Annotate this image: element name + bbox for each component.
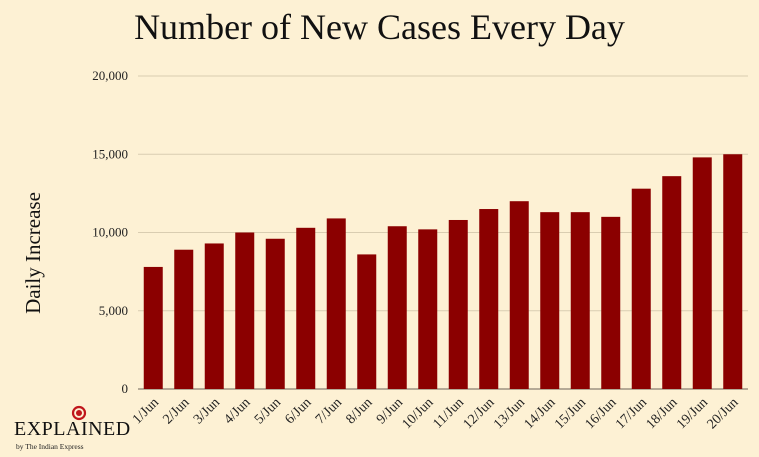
x-tick-label: 7/Jun [313, 395, 345, 427]
chart-title: Number of New Cases Every Day [134, 7, 625, 47]
x-tick-label: 4/Jun [222, 395, 254, 427]
bar [479, 209, 499, 389]
logo-word: EXPLAINED [14, 418, 131, 440]
bar [296, 227, 316, 389]
x-tick-label: 14/Jun [522, 395, 559, 432]
bar [143, 266, 163, 389]
bar [265, 238, 285, 389]
y-tick-label: 20,000 [92, 68, 128, 83]
bar [723, 154, 743, 389]
bar [692, 157, 712, 389]
bar [326, 218, 346, 389]
bar [174, 249, 194, 389]
x-tick-label: 3/Jun [191, 395, 223, 427]
y-tick-label: 0 [122, 381, 129, 396]
bars [143, 154, 743, 389]
bar [204, 243, 224, 389]
logo-subtitle: by The Indian Express [16, 442, 84, 451]
x-tick-label: 13/Jun [491, 395, 528, 432]
bar [418, 229, 438, 389]
x-tick-label: 16/Jun [583, 395, 620, 432]
x-tick-label: 8/Jun [344, 395, 376, 427]
bar [448, 219, 468, 389]
x-tick-label: 18/Jun [644, 395, 681, 432]
bar [357, 254, 377, 389]
bar [662, 176, 682, 389]
x-tick-label: 2/Jun [161, 395, 193, 427]
y-tick-label: 10,000 [92, 225, 128, 240]
bar [631, 188, 651, 389]
x-tick-label: 11/Jun [430, 395, 467, 432]
y-axis-ticks: 0 5,000 10,000 15,000 20,000 [92, 68, 128, 396]
bar [509, 201, 529, 389]
x-tick-label: 6/Jun [283, 395, 315, 427]
x-tick-label: 15/Jun [552, 395, 589, 432]
x-tick-label: 17/Jun [613, 395, 650, 432]
x-axis-ticks: 1/Jun2/Jun3/Jun4/Jun5/Jun6/Jun7/Jun8/Jun… [130, 395, 742, 432]
x-tick-label: 10/Jun [400, 395, 437, 432]
bar [235, 232, 255, 389]
bar [570, 212, 590, 389]
magnifier-icon [71, 405, 87, 421]
gridlines [138, 75, 748, 390]
x-tick-label: 19/Jun [674, 395, 711, 432]
y-tick-label: 5,000 [99, 303, 128, 318]
x-tick-label: 12/Jun [461, 395, 498, 432]
explained-logo: EXPLAINED by The Indian Express [14, 405, 134, 454]
x-tick-label: 1/Jun [130, 395, 162, 427]
bar [601, 216, 621, 389]
bar [387, 226, 407, 389]
x-tick-label: 5/Jun [252, 395, 284, 427]
x-tick-label: 20/Jun [705, 395, 742, 432]
y-tick-label: 15,000 [92, 146, 128, 161]
bar [540, 212, 560, 389]
y-axis-label: Daily Increase [21, 192, 45, 314]
